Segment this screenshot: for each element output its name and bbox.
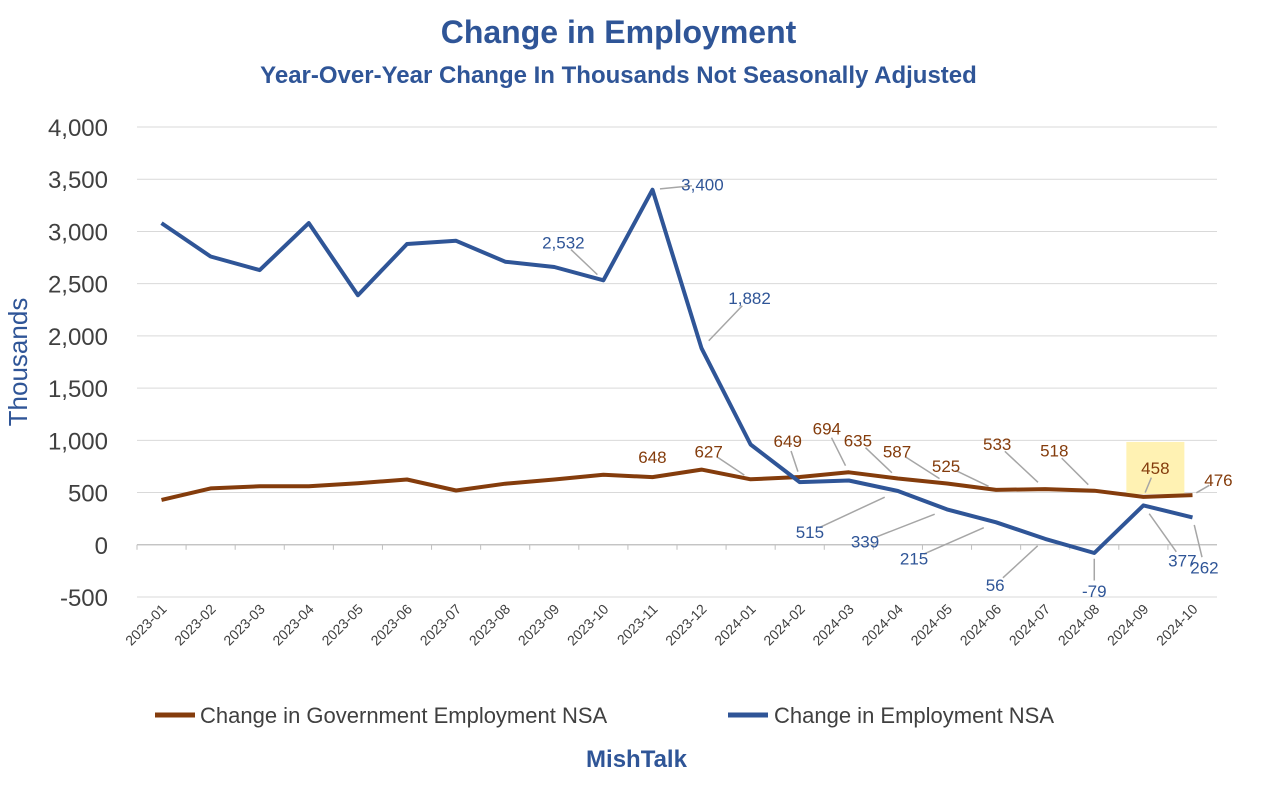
y-tick-label: 500 — [68, 481, 108, 508]
data-label: 262 — [1190, 558, 1218, 577]
data-label: 635 — [844, 431, 872, 450]
y-tick-label: 1,500 — [48, 376, 108, 403]
x-tick-label: 2023-05 — [318, 601, 366, 649]
label-leader-line — [790, 450, 799, 472]
x-tick-label: 2024-01 — [711, 601, 759, 649]
x-tick-label: 2024-04 — [858, 601, 906, 649]
data-label: 3,400 — [681, 176, 724, 195]
legend: Change in Government Employment NSA Chan… — [155, 703, 1054, 728]
label-leader-line — [874, 513, 935, 539]
data-label: 339 — [851, 532, 879, 551]
label-leader-line — [923, 527, 985, 555]
x-tick-label: 2023-06 — [367, 601, 415, 649]
data-label: 476 — [1204, 471, 1232, 490]
label-leader-line — [905, 456, 940, 480]
data-label: 2,532 — [542, 233, 585, 252]
label-leader-line — [819, 496, 886, 529]
label-leader-line — [830, 437, 847, 467]
data-label: 458 — [1141, 459, 1169, 478]
data-label: 533 — [983, 435, 1011, 454]
x-tick-label: 2024-02 — [760, 601, 808, 649]
data-label: 518 — [1040, 442, 1068, 461]
x-tick-label: 2023-07 — [417, 601, 465, 649]
chart-subtitle: Year-Over-Year Change In Thousands Not S… — [260, 62, 977, 89]
data-label: -79 — [1082, 582, 1107, 601]
x-tick-label: 2024-07 — [1006, 601, 1054, 649]
label-leader-line — [1002, 545, 1039, 579]
label-leader-line — [659, 184, 693, 190]
legend-label-government: Change in Government Employment NSA — [200, 703, 608, 728]
data-label: 587 — [883, 442, 911, 461]
y-tick-label: 2,500 — [48, 272, 108, 299]
data-label: 515 — [796, 523, 824, 542]
data-label: 649 — [774, 432, 802, 451]
chart-title: Change in Employment — [440, 14, 797, 50]
data-label: 525 — [932, 457, 960, 476]
y-axis-label: Thousands — [3, 298, 33, 427]
label-leader-line — [1144, 477, 1153, 493]
label-leader-line — [1061, 457, 1089, 486]
x-tick-label: 2024-09 — [1104, 601, 1152, 649]
label-leader-line — [865, 447, 893, 474]
y-tick-label: 4,000 — [48, 115, 108, 142]
x-tick-label: 2024-06 — [957, 601, 1005, 649]
label-leader-line — [1004, 450, 1039, 483]
x-tick-label: 2023-04 — [269, 601, 317, 649]
label-leader-line — [708, 305, 743, 342]
data-label: 56 — [986, 576, 1005, 595]
data-label: 215 — [900, 549, 928, 568]
legend-label-employment: Change in Employment NSA — [774, 703, 1054, 728]
label-leader-line — [716, 456, 745, 476]
label-leader-lines — [570, 184, 1210, 581]
data-label: 627 — [694, 442, 722, 461]
x-tick-label: 2023-11 — [614, 601, 661, 648]
series-lines — [160, 187, 1193, 555]
x-tick-label: 2023-08 — [466, 601, 514, 649]
x-tick-label: 2024-08 — [1055, 601, 1103, 649]
y-tick-label: 3,500 — [48, 167, 108, 194]
y-tick-label: 1,000 — [48, 428, 108, 455]
y-tick-label: 0 — [95, 533, 108, 560]
label-highlight-box — [1126, 441, 1185, 494]
x-tick-label: 2024-05 — [907, 601, 955, 649]
data-label: 648 — [638, 448, 666, 467]
data-label: 377 — [1168, 551, 1196, 570]
footer-brand: MishTalk — [586, 746, 687, 773]
x-tick-label: 2023-10 — [564, 601, 612, 649]
label-leader-line — [955, 469, 989, 488]
y-axis-ticks: -500 0 500 1,000 1,500 2,000 2,500 3,000 3,500 4,… — [48, 115, 108, 612]
label-leader-line — [1195, 484, 1210, 494]
x-tick-label: 2024-03 — [809, 601, 857, 649]
x-tick-label: 2023-12 — [662, 601, 710, 649]
data-label: 694 — [813, 419, 841, 438]
x-tick-label: 2023-03 — [220, 601, 268, 649]
label-leader-line — [570, 249, 598, 276]
label-leader-line — [1193, 524, 1203, 558]
gridlines — [137, 126, 1217, 598]
y-tick-label: 2,000 — [48, 324, 108, 351]
y-tick-label: -500 — [60, 585, 108, 612]
series-line-0 — [161, 467, 1193, 502]
label-highlights — [1126, 441, 1185, 494]
data-label: 1,882 — [728, 289, 771, 308]
x-tick-label: 2023-02 — [171, 601, 219, 649]
y-tick-label: 3,000 — [48, 219, 108, 246]
label-leader-line — [1148, 513, 1177, 553]
x-tick-label: 2023-09 — [515, 601, 563, 649]
x-tick-label: 2023-01 — [122, 601, 170, 649]
series-line-1 — [160, 187, 1193, 555]
x-tick-label: 2024-10 — [1153, 601, 1201, 649]
